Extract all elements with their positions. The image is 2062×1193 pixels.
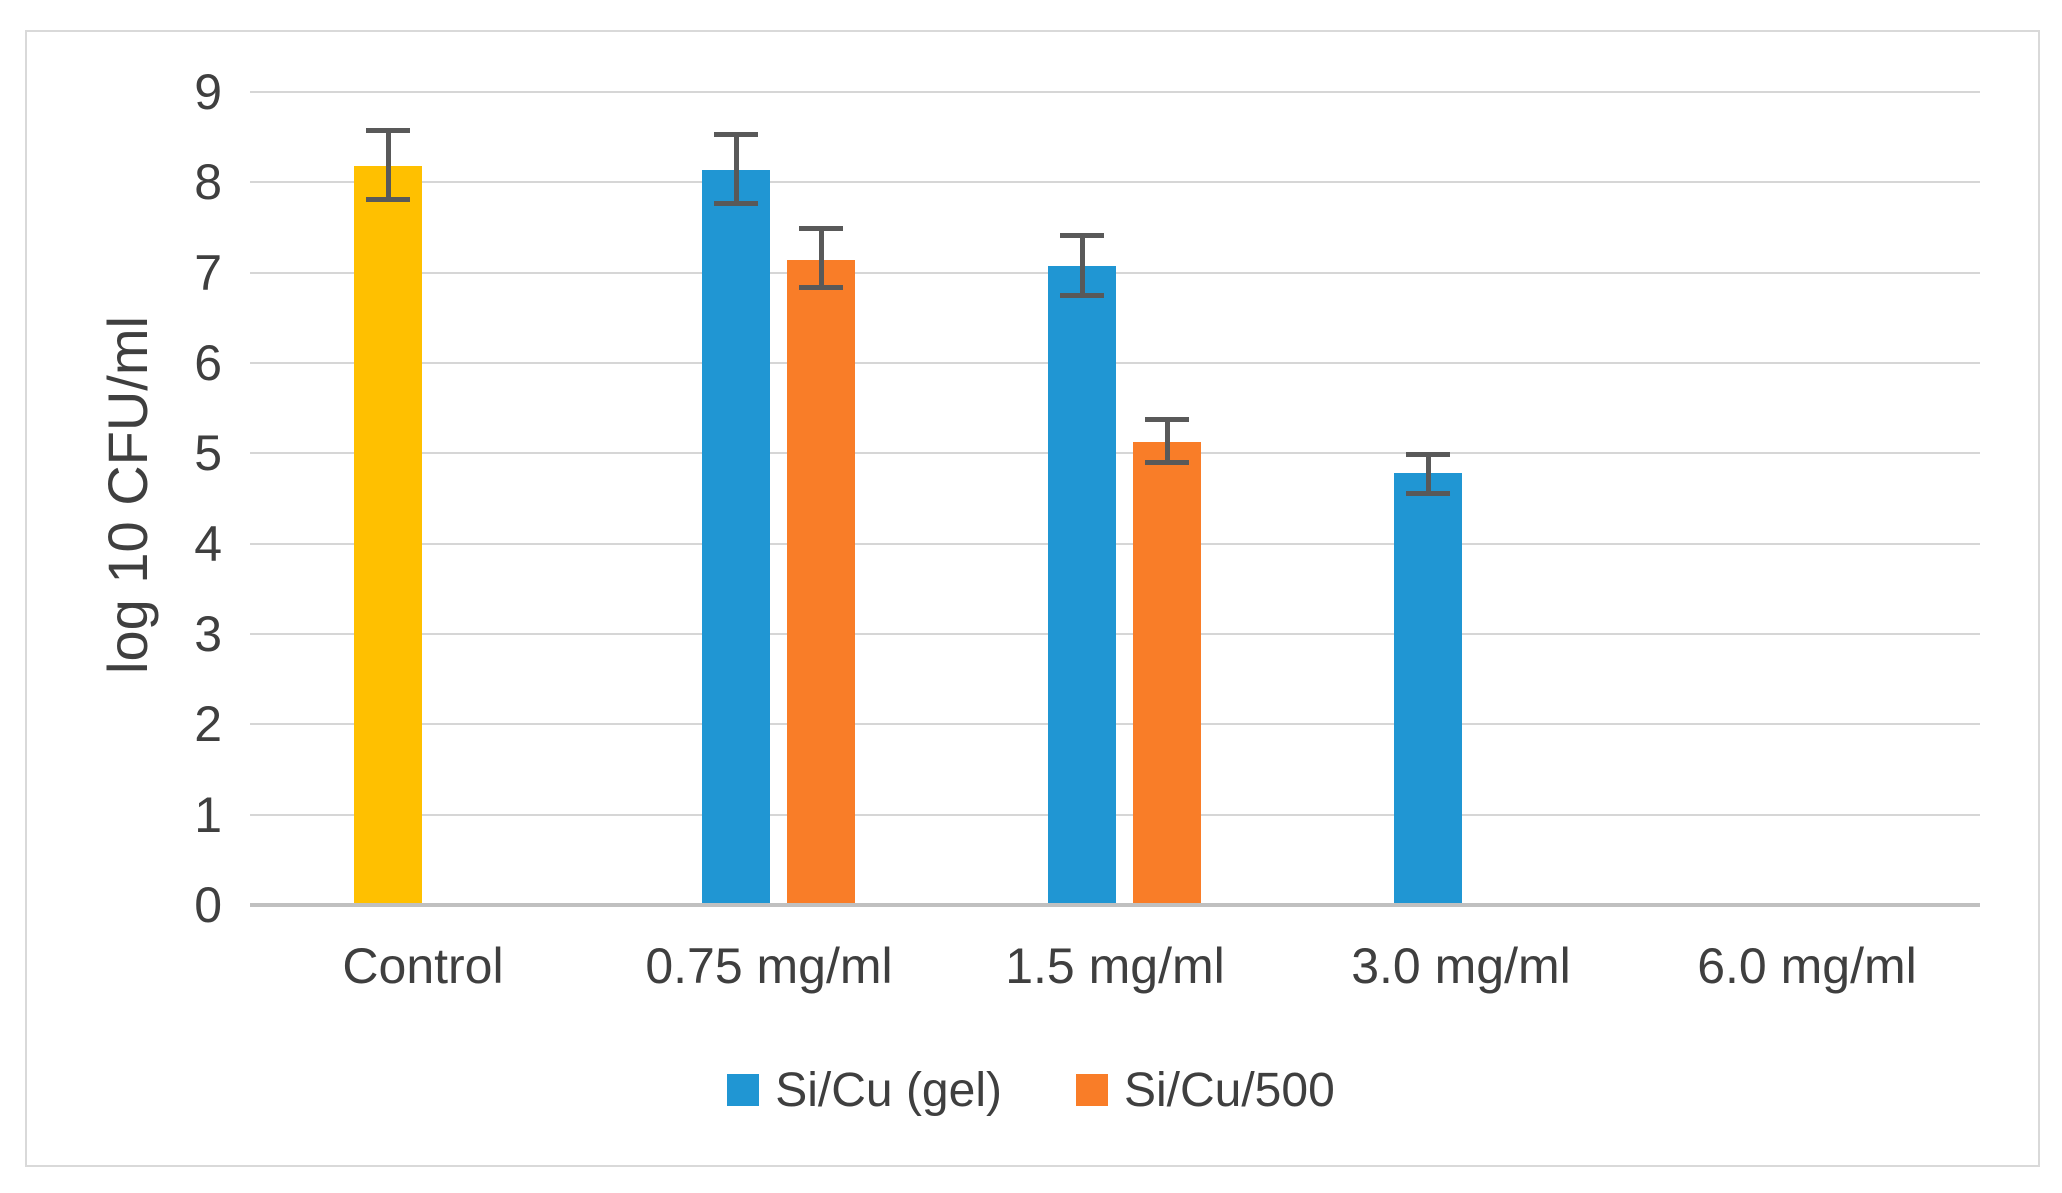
bar-si-cu-500 <box>1133 442 1201 906</box>
error-bar-cap-top <box>799 226 843 231</box>
legend-item-si-cu-gel: Si/Cu (gel) <box>727 1063 1002 1118</box>
error-bar-line <box>734 132 739 206</box>
error-bar-line <box>1080 233 1085 298</box>
y-tick-label: 6 <box>194 335 222 391</box>
error-bar-cap-top <box>714 132 758 137</box>
error-bar-cap-bottom <box>1145 460 1189 465</box>
y-tick-label: 4 <box>194 516 222 572</box>
x-axis-label: Control <box>342 938 504 994</box>
x-axis-label: 0.75 mg/ml <box>645 938 893 994</box>
error-bar-cap-top <box>366 128 410 133</box>
error-bar-line <box>819 226 824 290</box>
error-bar-cap-top <box>1145 417 1189 422</box>
chart-border <box>25 30 2040 1167</box>
y-tick-label: 7 <box>194 245 222 301</box>
legend-item-si-cu-500: Si/Cu/500 <box>1075 1063 1335 1118</box>
x-axis-label: 6.0 mg/ml <box>1697 938 1917 994</box>
error-bar-cap-bottom <box>1060 293 1104 298</box>
legend-label-si-cu-500: Si/Cu/500 <box>1123 1063 1335 1117</box>
y-tick-label: 8 <box>194 154 222 210</box>
x-axis-label: 1.5 mg/ml <box>1005 938 1225 994</box>
bar-control <box>354 166 422 906</box>
y-tick-label: 9 <box>194 64 222 120</box>
gridline <box>250 91 1980 93</box>
bar-si-cu-500 <box>787 260 855 906</box>
error-bar-cap-bottom <box>366 197 410 202</box>
x-axis-line <box>250 903 1980 907</box>
error-bar-cap-top <box>1406 452 1450 457</box>
error-bar-line <box>1426 452 1431 496</box>
error-bar-line <box>386 128 391 202</box>
y-tick-label: 2 <box>194 696 222 752</box>
x-axis-label: 3.0 mg/ml <box>1351 938 1571 994</box>
bar-si-cu-gel <box>702 170 770 906</box>
legend-label-si-cu-gel: Si/Cu (gel) <box>775 1063 1002 1117</box>
error-bar-cap-top <box>1060 233 1104 238</box>
bar-si-cu-gel <box>1394 473 1462 906</box>
bar-si-cu-gel <box>1048 266 1116 906</box>
error-bar-cap-bottom <box>1406 491 1450 496</box>
y-axis-title: log 10 CFU/ml <box>96 316 159 674</box>
y-tick-label: 1 <box>194 787 222 843</box>
legend: Si/Cu (gel) Si/Cu/500 <box>0 1056 2062 1124</box>
legend-swatch-si-cu-500 <box>1075 1074 1108 1106</box>
y-tick-label: 0 <box>194 877 222 933</box>
y-tick-label: 3 <box>194 606 222 662</box>
error-bar-cap-bottom <box>799 285 843 290</box>
y-tick-label: 5 <box>194 425 222 481</box>
gridline <box>250 181 1980 183</box>
legend-swatch-si-cu-gel <box>727 1074 760 1106</box>
error-bar-cap-bottom <box>714 201 758 206</box>
error-bar-line <box>1165 417 1170 465</box>
